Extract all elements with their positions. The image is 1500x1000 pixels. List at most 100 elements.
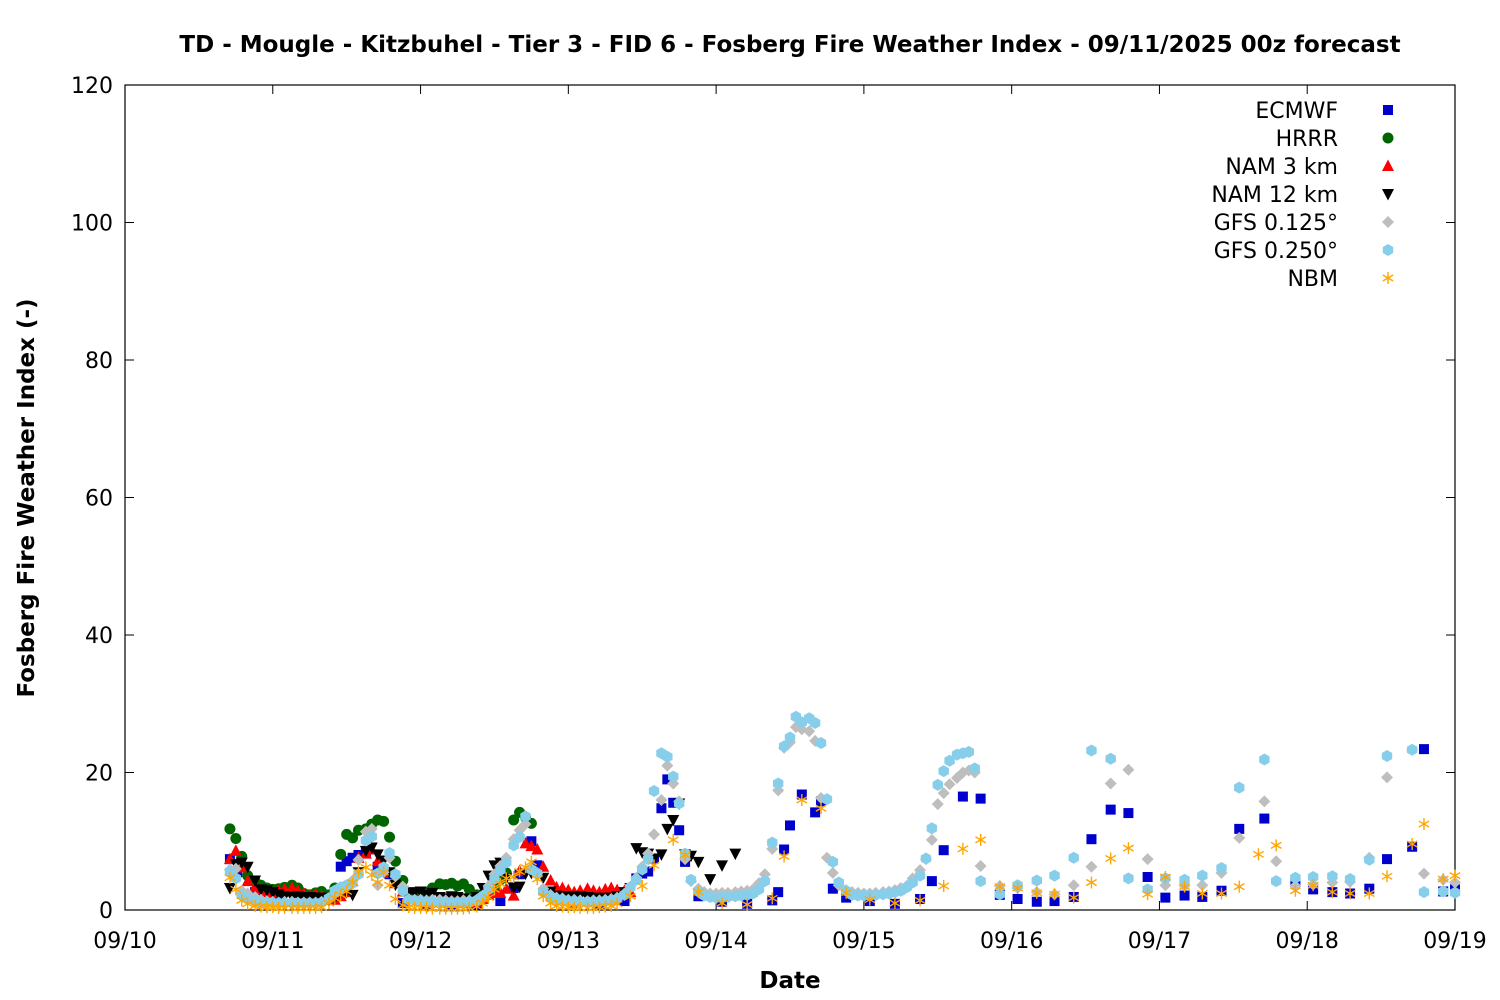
data-point xyxy=(1141,853,1154,866)
series-gfs-0-250 xyxy=(224,710,1461,910)
data-point xyxy=(1259,813,1270,824)
data-point xyxy=(796,794,808,806)
data-point xyxy=(1086,744,1097,757)
data-point xyxy=(519,818,532,831)
data-point xyxy=(1142,872,1153,882)
x-tick-label: 09/10 xyxy=(93,929,156,954)
data-point xyxy=(1012,894,1023,904)
data-point xyxy=(1031,886,1043,899)
data-point xyxy=(1258,795,1271,808)
data-point xyxy=(500,882,513,894)
y-tick-label: 0 xyxy=(99,899,113,924)
data-point xyxy=(692,886,704,899)
legend: ECMWF HRRR NAM 3 km NAM 12 km GFS 0.125° GFS … xyxy=(1211,99,1394,292)
data-point xyxy=(1270,875,1282,888)
data-point xyxy=(932,778,943,791)
series-nbm xyxy=(224,794,1461,915)
data-point xyxy=(483,883,494,896)
data-point xyxy=(1179,890,1190,901)
data-point xyxy=(785,820,795,831)
data-point xyxy=(753,883,765,896)
data-point xyxy=(729,848,742,861)
data-point xyxy=(520,810,531,823)
data-point xyxy=(624,890,636,903)
data-point xyxy=(537,890,549,903)
legend-marker xyxy=(1383,105,1393,115)
legend-entry-label: NBM xyxy=(1287,267,1338,292)
data-point xyxy=(773,887,784,898)
data-point xyxy=(1215,887,1228,900)
data-point xyxy=(1437,873,1449,886)
data-point xyxy=(1381,750,1393,762)
data-point xyxy=(1363,887,1375,900)
y-tick-label: 40 xyxy=(85,624,113,649)
data-point xyxy=(704,874,717,886)
y-tick-label: 100 xyxy=(71,212,113,237)
data-point xyxy=(889,897,901,910)
data-point xyxy=(619,896,630,907)
data-point xyxy=(926,822,938,835)
data-point xyxy=(840,886,852,899)
data-point xyxy=(1382,854,1393,865)
data-point xyxy=(674,825,685,836)
legend-marker xyxy=(1382,159,1394,171)
data-point xyxy=(508,871,520,883)
x-axis-label: Date xyxy=(759,968,820,994)
data-point xyxy=(673,797,685,810)
data-point xyxy=(1123,872,1134,885)
data-point xyxy=(864,893,876,906)
data-point xyxy=(1122,842,1134,855)
data-point xyxy=(975,793,986,804)
legend-entry-label: GFS 0.250° xyxy=(1214,239,1338,264)
data-point xyxy=(1085,876,1098,889)
legend-marker xyxy=(1382,189,1394,201)
data-point xyxy=(323,897,335,910)
data-point xyxy=(514,831,525,844)
data-point xyxy=(1259,753,1270,766)
data-point xyxy=(1031,874,1042,887)
data-point xyxy=(648,828,661,841)
data-point xyxy=(372,876,384,889)
data-point xyxy=(501,856,512,869)
x-tick-label: 09/17 xyxy=(1128,929,1191,954)
data-point xyxy=(1105,852,1117,865)
legend-entry-label: NAM 3 km xyxy=(1225,155,1338,180)
data-point xyxy=(389,893,401,905)
legend-marker xyxy=(1382,244,1394,256)
x-tick-label: 09/16 xyxy=(980,929,1043,954)
data-point xyxy=(525,839,538,852)
data-point xyxy=(1233,880,1245,893)
data-point xyxy=(500,872,512,885)
data-point xyxy=(508,814,520,826)
data-point xyxy=(1381,771,1394,784)
data-point xyxy=(1449,886,1461,899)
legend-marker xyxy=(1382,132,1394,144)
data-point xyxy=(679,849,691,861)
data-point xyxy=(1123,808,1134,819)
data-point xyxy=(779,844,790,855)
data-point xyxy=(1307,879,1319,892)
data-point xyxy=(1122,763,1135,776)
data-point xyxy=(241,861,254,874)
data-point xyxy=(224,823,236,835)
data-point xyxy=(668,770,679,783)
data-point xyxy=(926,876,937,887)
data-point xyxy=(366,830,377,843)
data-point xyxy=(347,852,358,863)
data-point xyxy=(810,807,821,818)
data-point xyxy=(1449,876,1461,889)
data-point xyxy=(1179,880,1191,893)
data-point xyxy=(692,856,705,869)
data-point xyxy=(1179,873,1190,886)
data-point xyxy=(975,833,987,846)
data-point xyxy=(537,860,550,872)
data-point xyxy=(662,750,673,763)
y-tick-label: 60 xyxy=(85,487,113,512)
data-point xyxy=(1327,870,1338,883)
data-point xyxy=(648,859,660,872)
data-point xyxy=(914,894,926,907)
data-point xyxy=(655,849,668,861)
data-point xyxy=(389,879,402,892)
data-point xyxy=(974,860,987,872)
data-point xyxy=(1381,870,1393,883)
